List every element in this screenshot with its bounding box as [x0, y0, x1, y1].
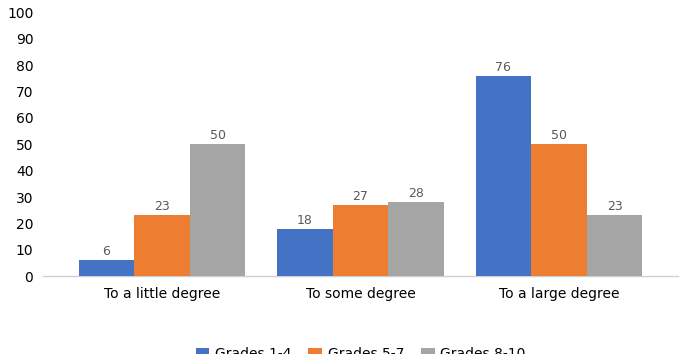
Bar [333, 205, 388, 276]
Bar [79, 260, 134, 276]
Bar [587, 216, 643, 276]
Text: 23: 23 [154, 200, 170, 213]
Text: 28: 28 [408, 187, 424, 200]
Text: 50: 50 [551, 129, 567, 142]
Bar [475, 76, 531, 276]
Bar [190, 144, 245, 276]
Text: 23: 23 [607, 200, 623, 213]
Text: 27: 27 [353, 190, 369, 203]
Text: 6: 6 [103, 245, 110, 258]
Text: 18: 18 [297, 213, 313, 227]
Bar [134, 216, 190, 276]
Bar [388, 202, 444, 276]
Legend: Grades 1-4, Grades 5-7, Grades 8-10: Grades 1-4, Grades 5-7, Grades 8-10 [190, 341, 531, 354]
Bar [531, 144, 587, 276]
Text: 50: 50 [210, 129, 225, 142]
Text: 76: 76 [495, 61, 512, 74]
Bar [277, 229, 333, 276]
